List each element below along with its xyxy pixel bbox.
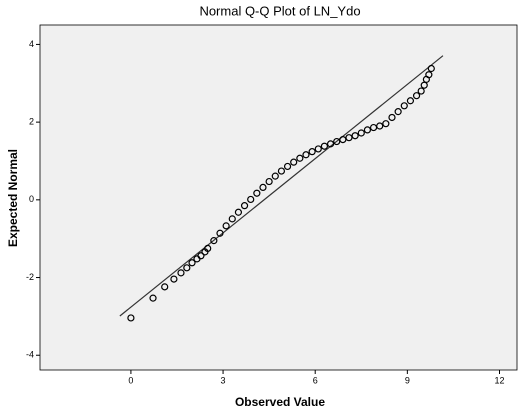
- data-point: [412, 92, 421, 100]
- y-tick-label: -2: [26, 272, 34, 282]
- data-point: [183, 264, 191, 272]
- data-point: [240, 202, 249, 210]
- x-tick-label: 3: [221, 375, 226, 385]
- x-tick-label: 0: [128, 375, 133, 385]
- data-point: [265, 177, 273, 186]
- data-point: [170, 275, 178, 283]
- data-point: [296, 154, 304, 162]
- data-point: [326, 140, 335, 148]
- data-point: [177, 269, 185, 277]
- data-point: [382, 120, 390, 128]
- data-point: [406, 97, 415, 105]
- data-point: [161, 283, 169, 291]
- data-point: [302, 151, 310, 159]
- data-point: [333, 137, 341, 146]
- plot-area: [39, 24, 518, 371]
- data-point: [363, 126, 372, 134]
- y-tick-label: 4: [29, 39, 34, 49]
- y-axis-label: Expected Normal: [6, 149, 20, 247]
- y-tick-label: -4: [26, 350, 34, 360]
- x-axis-label: Observed Value: [235, 395, 325, 409]
- data-point: [308, 148, 316, 156]
- data-point: [188, 259, 196, 267]
- data-point: [253, 189, 261, 197]
- data-point: [376, 122, 384, 130]
- data-point: [149, 294, 157, 302]
- data-point: [394, 108, 402, 116]
- data-point: [247, 195, 255, 204]
- data-point: [427, 64, 435, 73]
- chart-title: Normal Q-Q Plot of LN_Ydo: [199, 3, 360, 18]
- data-point: [283, 162, 292, 171]
- data-point: [277, 167, 286, 175]
- y-tick-label: 0: [29, 194, 34, 204]
- data-point: [357, 129, 365, 137]
- data-point: [388, 113, 396, 122]
- data-point: [290, 158, 298, 166]
- data-point: [259, 183, 267, 191]
- data-point: [320, 142, 329, 150]
- data-point: [197, 252, 205, 260]
- data-point: [314, 145, 322, 153]
- data-point: [222, 222, 230, 230]
- data-point: [351, 132, 359, 140]
- data-point: [228, 215, 236, 223]
- data-point: [339, 136, 347, 144]
- data-point: [271, 172, 279, 180]
- data-point: [425, 71, 433, 79]
- data-point: [127, 314, 135, 322]
- data-point: [204, 244, 212, 252]
- data-point: [216, 229, 224, 237]
- data-point: [400, 102, 408, 110]
- x-tick-label: 9: [405, 375, 410, 385]
- x-tick-label: 12: [494, 375, 504, 385]
- x-tick-label: 6: [313, 375, 318, 385]
- data-point: [210, 237, 218, 245]
- reference-line: [119, 55, 444, 317]
- y-tick-label: 2: [29, 117, 34, 127]
- data-point: [345, 134, 353, 142]
- data-point: [234, 208, 243, 216]
- data-point: [417, 87, 425, 95]
